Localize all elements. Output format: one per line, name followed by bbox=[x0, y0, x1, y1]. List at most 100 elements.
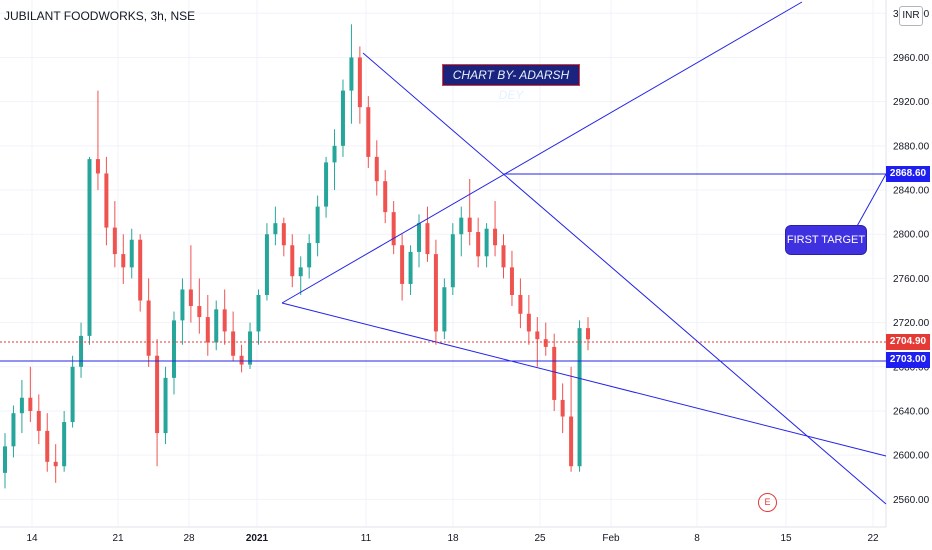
candle bbox=[526, 294, 531, 345]
candle-body bbox=[569, 416, 574, 467]
candle bbox=[171, 311, 176, 395]
candle bbox=[155, 339, 160, 467]
candle bbox=[121, 234, 126, 284]
y-tick-label: 2720.00 bbox=[893, 318, 930, 329]
candle bbox=[324, 156, 329, 218]
candle-body bbox=[138, 239, 143, 301]
candle bbox=[281, 217, 286, 257]
candle-body bbox=[188, 289, 193, 307]
candle-body bbox=[501, 245, 506, 268]
candle bbox=[197, 278, 202, 334]
candle-body bbox=[281, 223, 286, 246]
candle bbox=[476, 217, 481, 268]
candle-body bbox=[214, 309, 219, 343]
candle-body bbox=[467, 217, 472, 233]
candle bbox=[357, 46, 362, 124]
candle bbox=[214, 300, 219, 351]
candle bbox=[484, 223, 489, 268]
candle bbox=[95, 90, 100, 191]
candle bbox=[467, 178, 472, 246]
candle bbox=[28, 366, 33, 423]
candle bbox=[349, 24, 354, 124]
candle bbox=[290, 234, 295, 288]
candle-body bbox=[70, 366, 75, 423]
candle-body bbox=[307, 243, 312, 268]
candle bbox=[129, 228, 134, 279]
x-tick-label: 28 bbox=[183, 533, 195, 544]
candle-body bbox=[543, 339, 548, 347]
candle bbox=[493, 201, 498, 257]
candle bbox=[3, 433, 7, 489]
candle bbox=[383, 170, 388, 224]
candle bbox=[577, 320, 582, 472]
candle-body bbox=[87, 159, 92, 336]
candle bbox=[501, 234, 506, 279]
candle bbox=[560, 383, 565, 434]
candle-body bbox=[425, 223, 430, 255]
x-tick-label: Feb bbox=[602, 533, 620, 544]
candle bbox=[19, 380, 24, 434]
credit-annotation[interactable]: CHART BY- ADARSH DEY bbox=[442, 64, 580, 102]
candle-body bbox=[476, 232, 481, 257]
y-tick-label: 2800.00 bbox=[893, 230, 930, 241]
candle-body bbox=[349, 57, 354, 91]
y-tick-label: 2760.00 bbox=[893, 274, 930, 285]
candle-body bbox=[400, 245, 405, 284]
candle-body bbox=[53, 461, 58, 467]
candle bbox=[273, 206, 278, 246]
descending-trendline[interactable] bbox=[362, 52, 887, 505]
candle bbox=[104, 156, 109, 246]
x-tick-label: 18 bbox=[447, 533, 459, 544]
candle bbox=[180, 278, 185, 345]
candle-body bbox=[256, 294, 261, 332]
candle bbox=[442, 278, 447, 340]
x-tick-label: 11 bbox=[361, 533, 372, 544]
candle-body bbox=[163, 377, 168, 434]
candle-body bbox=[535, 331, 540, 340]
candle bbox=[425, 206, 430, 262]
earnings-icon[interactable]: E bbox=[758, 493, 777, 512]
x-tick-label: 25 bbox=[534, 533, 546, 544]
candle-body bbox=[104, 173, 109, 228]
candle-body bbox=[231, 331, 236, 356]
candle-body bbox=[560, 399, 565, 417]
candles bbox=[3, 24, 590, 489]
ascending-trendline[interactable] bbox=[281, 1, 803, 304]
symbol-title[interactable]: JUBILANT FOODWORKS, 3h, NSE bbox=[4, 9, 196, 23]
candle bbox=[518, 278, 523, 329]
candle bbox=[459, 206, 464, 257]
candle-body bbox=[45, 430, 50, 462]
candle-body bbox=[79, 335, 84, 367]
candle bbox=[53, 444, 58, 483]
lower-support-trendline[interactable] bbox=[281, 302, 887, 457]
candle bbox=[417, 214, 422, 268]
trendlines[interactable] bbox=[0, 1, 887, 505]
candle-body bbox=[526, 313, 531, 332]
candle bbox=[433, 239, 438, 345]
candle-body bbox=[129, 239, 134, 268]
x-tick-label: 8 bbox=[694, 533, 700, 544]
candle-body bbox=[112, 227, 117, 255]
y-tick-label: 2840.00 bbox=[893, 186, 930, 197]
candle-body bbox=[171, 320, 176, 378]
candle bbox=[391, 201, 396, 255]
candle-body bbox=[19, 397, 24, 414]
candle-body bbox=[417, 223, 422, 252]
first-target-callout[interactable]: FIRST TARGET bbox=[785, 225, 867, 255]
candle-body bbox=[121, 254, 126, 268]
candle bbox=[188, 245, 193, 323]
candle-body bbox=[586, 328, 590, 340]
candle bbox=[586, 317, 590, 351]
candle-body bbox=[332, 145, 337, 163]
candle bbox=[79, 322, 84, 378]
candle bbox=[374, 140, 379, 196]
candle bbox=[366, 96, 371, 168]
candle-body bbox=[28, 397, 33, 411]
currency-badge[interactable]: INR bbox=[899, 6, 923, 26]
candle-body bbox=[11, 413, 16, 447]
candle bbox=[400, 234, 405, 301]
x-tick-label: 2021 bbox=[246, 533, 269, 544]
x-tick-label: 22 bbox=[867, 533, 879, 544]
